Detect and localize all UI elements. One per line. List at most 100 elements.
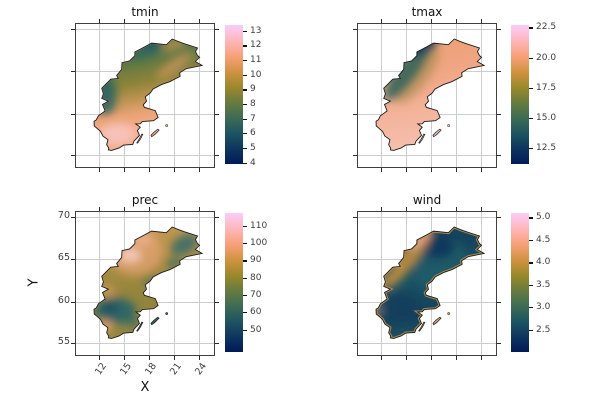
colorbar-tick-label: 22.5 xyxy=(536,22,557,33)
axis-tick-mark xyxy=(215,155,219,157)
colorbar-tick-mark xyxy=(529,148,533,150)
axis-tick-mark xyxy=(497,258,501,260)
colorbar-tick-label: 90 xyxy=(250,255,262,266)
colorbar-tick-mark xyxy=(529,262,533,264)
axis-tick-mark xyxy=(431,168,433,172)
gridline xyxy=(381,212,383,355)
axis-tick-mark xyxy=(353,343,357,345)
gridline xyxy=(76,155,214,157)
colorbar-wind: 5.0 4.5 4.0 3.5 3.0 2.5 xyxy=(511,212,550,352)
gridline xyxy=(99,24,101,167)
gridline xyxy=(174,212,175,355)
gridline xyxy=(358,28,496,30)
axis-tick-mark xyxy=(174,207,175,211)
gridline xyxy=(456,212,457,355)
colorbar-tick-label: 12 xyxy=(250,40,262,51)
gridline xyxy=(431,212,433,355)
axis-tick-mark xyxy=(431,207,433,211)
axis-tick-mark xyxy=(406,207,408,211)
axis-tick-mark xyxy=(174,168,175,172)
colorbar-tick-mark xyxy=(529,307,533,309)
colorbar-tick-mark xyxy=(529,27,533,29)
gridline xyxy=(198,212,200,355)
colorbar-tick-label: 70 xyxy=(250,289,262,300)
axis-tick-mark xyxy=(497,28,501,30)
gridline xyxy=(358,343,496,345)
subplot-title-tmin: tmin xyxy=(131,5,159,19)
axis-tick-mark xyxy=(497,216,501,218)
map-axes-tmin xyxy=(71,19,219,172)
axis-tick-mark xyxy=(174,19,175,23)
gridline xyxy=(149,24,151,167)
gridline xyxy=(198,24,200,167)
axis-tick-mark xyxy=(198,356,200,360)
axis-tick-mark xyxy=(456,356,457,360)
axis-tick-mark xyxy=(215,113,219,115)
axis-tick-mark xyxy=(71,216,75,218)
colorbar-tick-label: 4.5 xyxy=(536,234,551,245)
subplot-title-prec: prec xyxy=(131,193,159,207)
colorbar-tick-label: 60 xyxy=(250,307,262,318)
axis-tick-mark xyxy=(198,207,200,211)
gridline xyxy=(456,24,457,167)
map-axes-tmax xyxy=(353,19,501,172)
colorbar-tmin: 13 12 11 10 9 8 7 6 5 4 xyxy=(225,25,261,167)
axis-tick-mark xyxy=(215,258,219,260)
map-tmin-sweden xyxy=(93,38,203,151)
colorbar-tick-mark xyxy=(529,284,533,286)
axis-tick-mark xyxy=(71,155,75,157)
axis-tick-mark xyxy=(215,301,219,303)
colorbar-tick-label: 100 xyxy=(250,238,268,249)
colorbar-tick-mark xyxy=(243,60,247,62)
colorbar-tick-label: 5.0 xyxy=(536,212,551,223)
axis-tick-mark xyxy=(71,258,75,260)
y-tick-label: 55 xyxy=(57,336,70,348)
colorbar-tick-mark xyxy=(529,239,533,242)
colorbar-tick-label: 15.0 xyxy=(536,112,557,123)
gridline xyxy=(480,24,482,167)
axis-tick-mark xyxy=(149,356,151,360)
axis-tick-mark xyxy=(431,19,433,23)
axis-tick-mark xyxy=(71,343,75,345)
map-wind-sweden xyxy=(375,226,485,339)
axis-tick-mark xyxy=(353,216,357,218)
colorbar-tick-label: 4 xyxy=(250,157,256,168)
gridline xyxy=(76,28,214,30)
axis-tick-mark xyxy=(99,168,101,172)
colorbar-tick-mark xyxy=(529,329,533,331)
colorbar-tick-label: 8 xyxy=(250,98,256,109)
gridline xyxy=(99,212,101,355)
axis-tick-mark xyxy=(431,356,433,360)
axis-tick-mark xyxy=(480,356,482,360)
gridline xyxy=(149,212,151,355)
colorbar-tick-label: 10 xyxy=(250,69,262,80)
colorbar-tick-label: 13 xyxy=(250,25,262,36)
colorbar-tick-label: 17.5 xyxy=(536,82,557,93)
axis-tick-mark xyxy=(124,207,126,211)
colorbar-tick-label: 50 xyxy=(250,324,262,335)
y-tick-label: 70 xyxy=(57,209,70,221)
axis-tick-mark xyxy=(215,343,219,345)
axis-tick-mark xyxy=(124,356,126,360)
colorbar-tick-mark xyxy=(243,329,247,331)
axis-tick-mark xyxy=(353,70,357,72)
axis-tick-mark xyxy=(71,70,75,72)
map-prec-sweden xyxy=(93,226,203,339)
colorbar-tick-mark xyxy=(243,225,247,228)
colorbar-tick-mark xyxy=(529,87,533,90)
axis-tick-mark xyxy=(71,301,75,303)
gridline xyxy=(358,155,496,157)
axis-tick-mark xyxy=(456,19,457,23)
y-tick-label: 65 xyxy=(57,251,70,263)
colorbar-tick-mark xyxy=(529,217,533,219)
colorbar-tick-label: 20.0 xyxy=(536,52,557,63)
colorbar-tick-label: 5 xyxy=(250,142,256,153)
axis-tick-mark xyxy=(71,28,75,30)
axis-tick-mark xyxy=(149,19,151,23)
axis-tick-mark xyxy=(353,155,357,157)
colorbar-tick-label: 3.0 xyxy=(536,301,551,312)
colorbar-tick-label: 11 xyxy=(250,54,262,65)
colorbar-tick-mark xyxy=(243,162,247,164)
axis-tick-mark xyxy=(497,113,501,115)
